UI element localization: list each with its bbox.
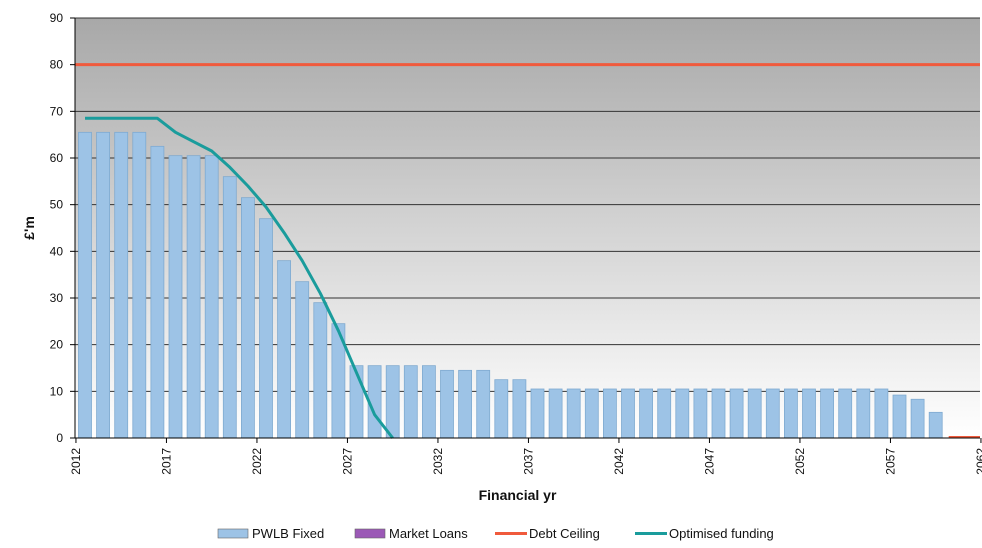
line-optimised-funding [85, 116, 394, 439]
bar-2054 [838, 388, 853, 439]
line-series [75, 63, 980, 439]
x-tick-labels: 2012 2017 2022 2027 2032 2037 2042 2047 2052 2057… [69, 448, 982, 475]
legend-label-debt-ceiling: Debt Ceiling [529, 526, 600, 541]
y-tick-label-90: 90 [50, 11, 64, 25]
y-tick-label-10: 10 [50, 384, 64, 398]
x-tick-label-2062: 2062 [974, 448, 982, 475]
x-tick-label-2017: 2017 [159, 448, 173, 475]
bar-2045 [675, 388, 690, 439]
bar-2030 [403, 365, 418, 439]
bar-2035 [494, 379, 509, 439]
bar-2043 [639, 388, 653, 439]
y-tick-label-20: 20 [50, 338, 64, 352]
bar-2058 [910, 398, 925, 439]
bar-2033 [458, 369, 473, 439]
bar-2031 [421, 365, 436, 439]
bar-2057 [892, 394, 907, 439]
bar-2017 [168, 155, 183, 439]
legend-label-market-loans: Market Loans [389, 526, 468, 541]
bar-2059 [928, 411, 943, 439]
bar-2016 [150, 145, 165, 439]
x-tick-label-2022: 2022 [250, 448, 264, 475]
bar-2047 [711, 388, 726, 439]
y-tick-label-70: 70 [50, 104, 64, 118]
bar-2040 [584, 388, 599, 439]
legend-swatch-pwlb-fixed [217, 528, 249, 539]
y-tick-label-0: 0 [56, 431, 63, 445]
x-axis-title: Financial yr [479, 487, 557, 503]
bar-2027 [349, 365, 364, 439]
bar-2025 [313, 302, 328, 439]
bar-2032 [440, 369, 454, 439]
axes [74, 18, 982, 443]
bar-2018 [186, 155, 201, 439]
bar-2039 [566, 388, 581, 439]
x-tick-label-2037: 2037 [521, 448, 535, 475]
bar-2023 [277, 260, 292, 439]
bar-2038 [548, 388, 563, 439]
bar-2052 [802, 388, 816, 439]
x-tick-label-2042: 2042 [612, 448, 626, 475]
bar-2053 [820, 388, 834, 439]
y-tick-label-40: 40 [50, 244, 64, 258]
bar-2050 [765, 388, 780, 439]
x-tick-label-2047: 2047 [702, 448, 716, 475]
bar-2051 [784, 388, 798, 439]
y-tick-label-50: 50 [50, 198, 64, 212]
bar-2042 [621, 388, 635, 439]
legend-label-pwlb-fixed: PWLB Fixed [252, 526, 324, 541]
y-tick-labels: 0 10 20 30 40 50 60 70 80 90 [50, 11, 64, 445]
x-tick-label-2012: 2012 [69, 448, 83, 475]
bar-2056 [874, 388, 889, 439]
bar-2021 [240, 197, 255, 439]
bar-2024 [295, 281, 310, 439]
bar-2037 [530, 388, 545, 439]
bar-2015 [132, 131, 147, 439]
bar-2041 [603, 388, 617, 439]
bar-2014 [114, 131, 129, 439]
x-tick-label-2057: 2057 [883, 448, 897, 475]
legend: PWLB Fixed Market Loans Debt Ceiling Optimi… [217, 526, 774, 541]
y-tick-label-30: 30 [50, 291, 64, 305]
y-axis-title: £'m [21, 216, 37, 240]
bar-2046 [693, 388, 708, 439]
bar-2048 [729, 388, 744, 439]
bar-2022 [259, 218, 273, 439]
bar-2049 [747, 388, 762, 439]
bar-2029 [385, 365, 400, 439]
x-tick-label-2032: 2032 [431, 448, 445, 475]
x-tick-label-2052: 2052 [793, 448, 807, 475]
legend-swatch-market-loans [354, 528, 386, 539]
bar-2012 [78, 131, 92, 439]
bar-2013 [96, 131, 110, 439]
bar-2036 [512, 379, 527, 439]
x-tick-label-2027: 2027 [340, 448, 354, 475]
bar-2034 [476, 369, 491, 439]
y-tick-label-80: 80 [50, 58, 64, 72]
legend-label-optimised-funding: Optimised funding [669, 526, 774, 541]
bar-2020 [222, 176, 237, 439]
y-tick-label-60: 60 [50, 151, 64, 165]
bar-2044 [657, 388, 672, 439]
bar-series-pwlb-fixed [78, 131, 943, 439]
bar-2019 [204, 155, 219, 439]
bar-2055 [856, 388, 871, 439]
